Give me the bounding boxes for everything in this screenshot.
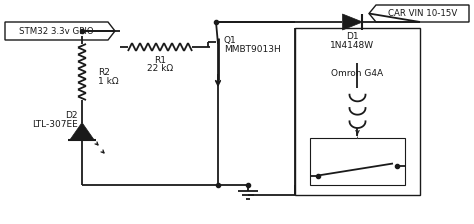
Text: D2: D2	[65, 110, 78, 119]
Text: D1: D1	[346, 32, 359, 41]
Bar	[295, 28, 420, 195]
Polygon shape	[70, 123, 94, 140]
Text: STM32 3.3v GPIO: STM32 3.3v GPIO	[19, 26, 94, 35]
Text: 1N4148W: 1N4148W	[330, 41, 374, 50]
Text: MMBT9013H: MMBT9013H	[224, 45, 281, 54]
Text: LTL-307EE: LTL-307EE	[32, 119, 78, 129]
Text: Omron G4A: Omron G4A	[331, 69, 383, 78]
Text: Q1: Q1	[224, 35, 237, 45]
Text: R1: R1	[154, 56, 166, 65]
Text: 1 kΩ: 1 kΩ	[98, 77, 118, 86]
Polygon shape	[343, 14, 363, 30]
Bar	[310, 138, 405, 185]
Text: 22 kΩ: 22 kΩ	[147, 63, 173, 73]
Text: R2: R2	[98, 67, 110, 77]
Text: CAR VIN 10-15V: CAR VIN 10-15V	[388, 9, 457, 18]
